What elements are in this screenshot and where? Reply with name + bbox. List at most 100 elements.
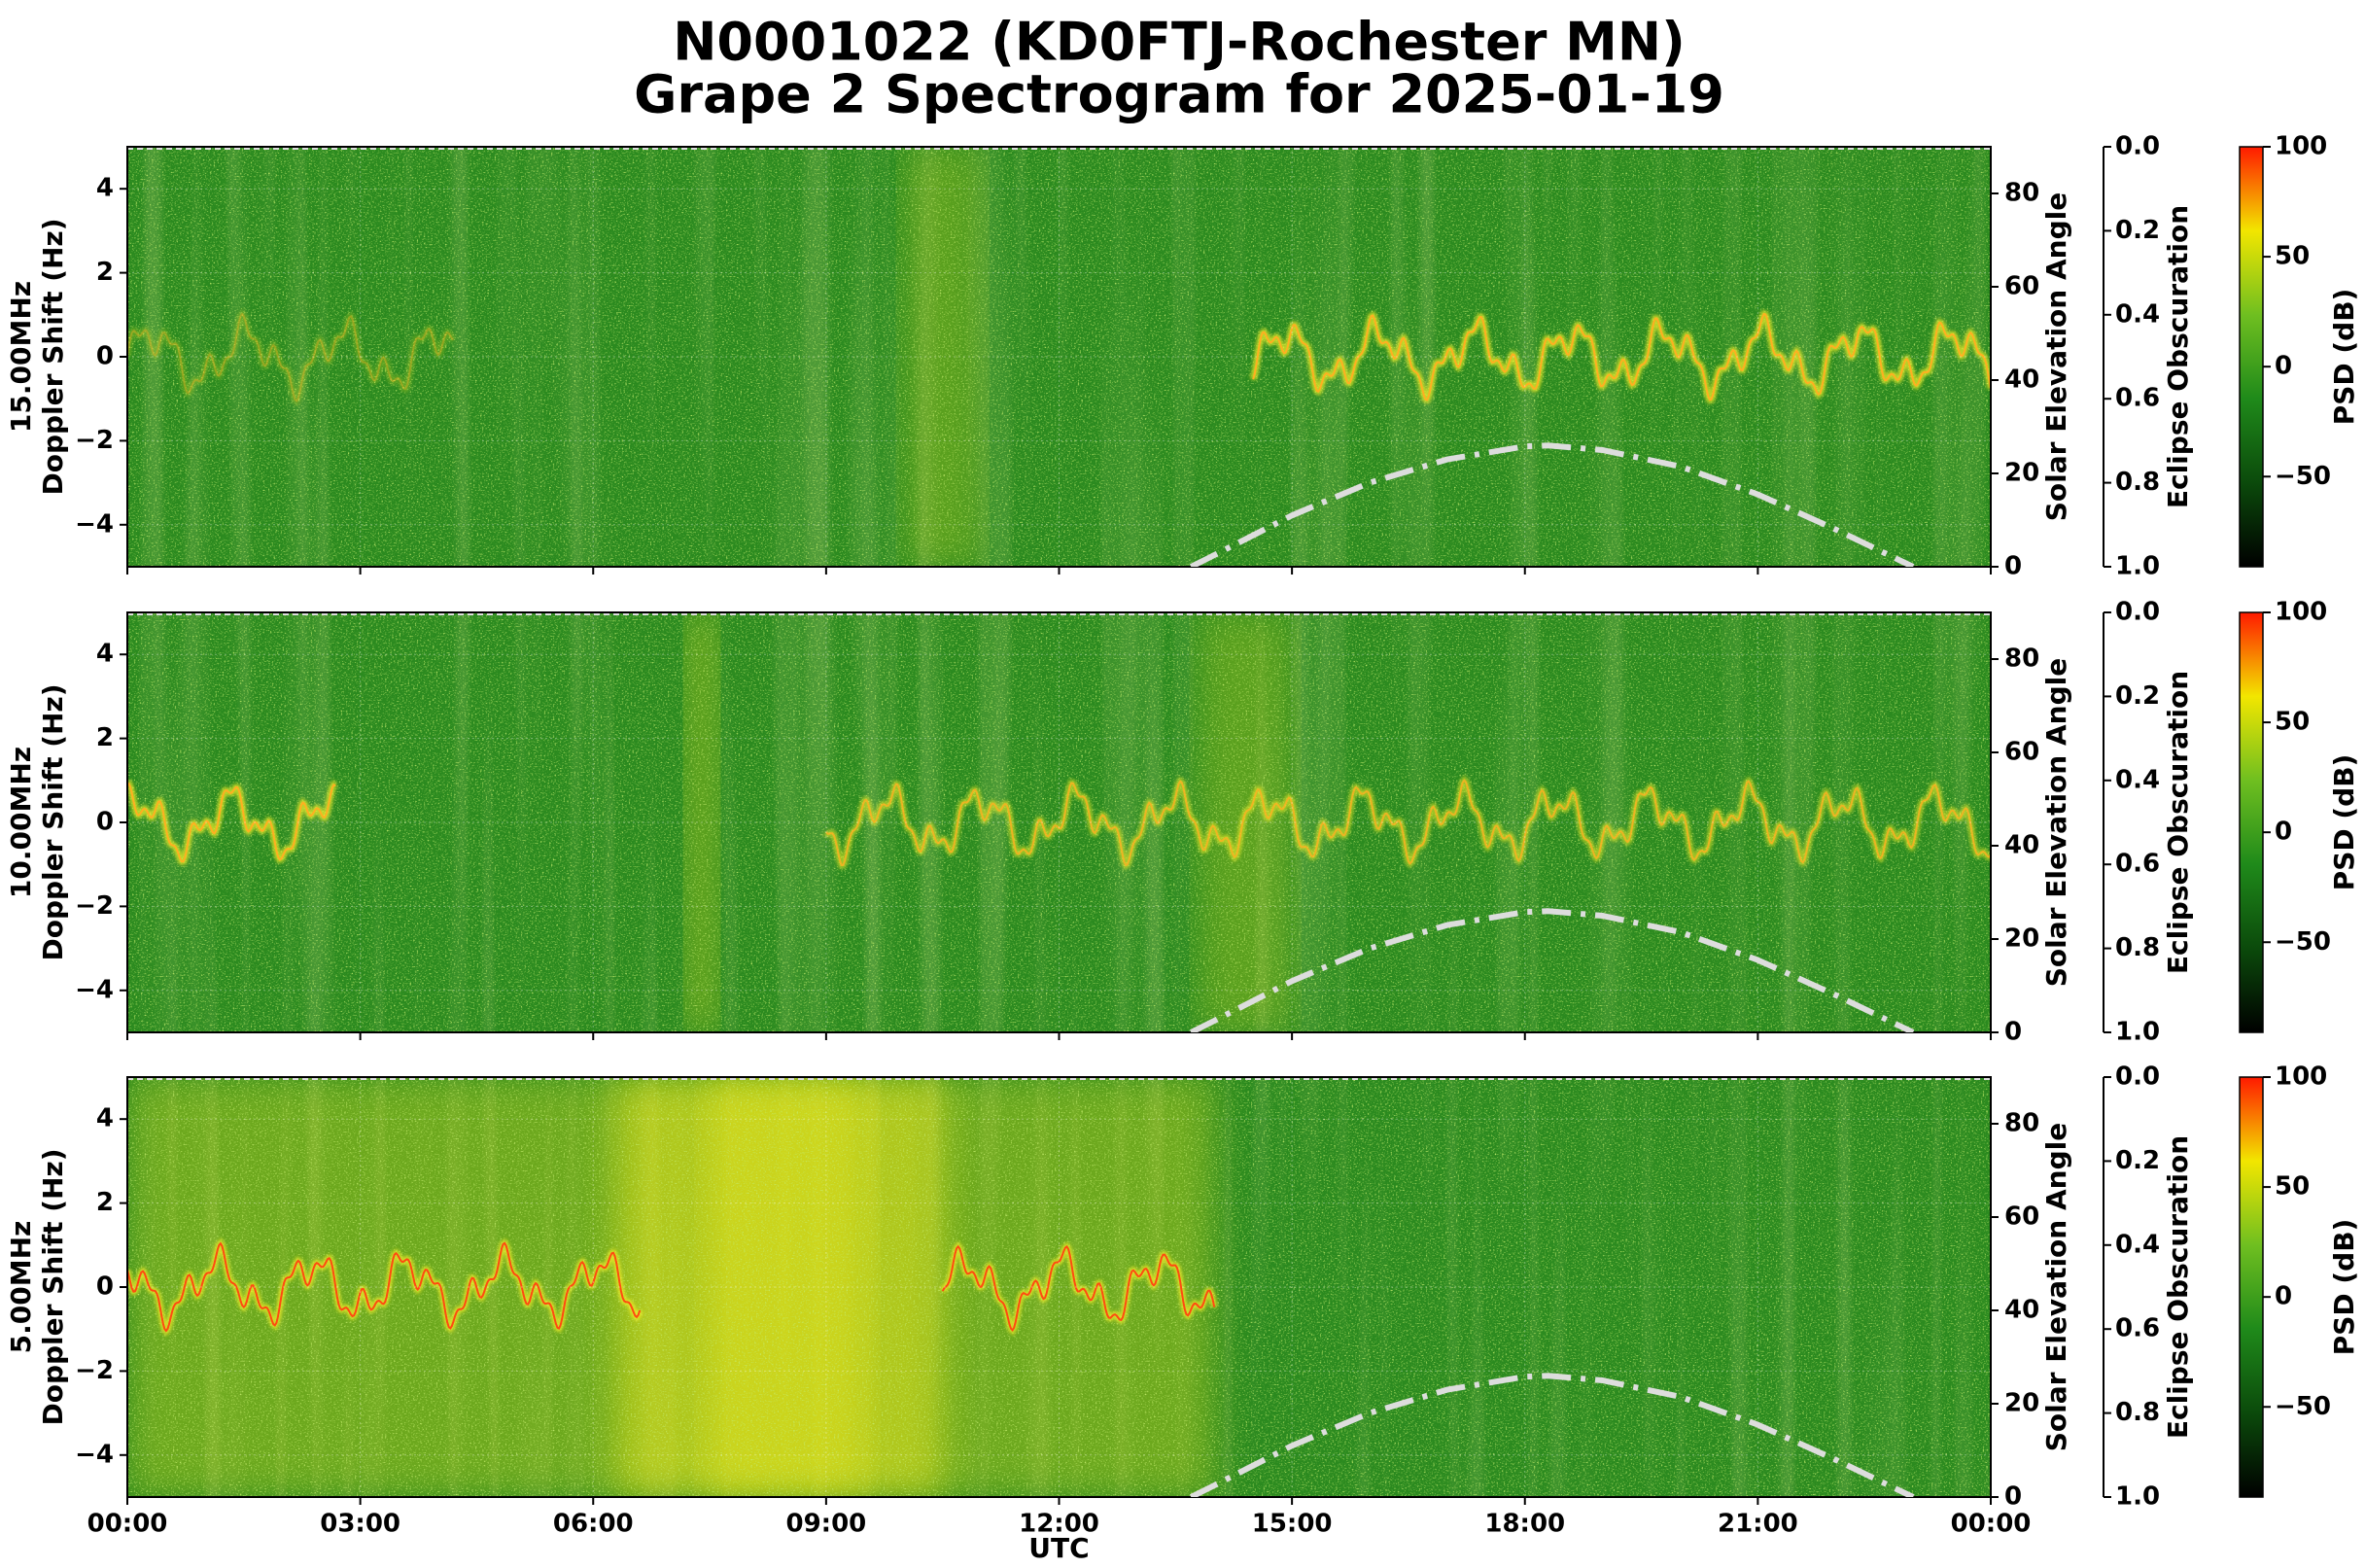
x-tick-label: 00:00 bbox=[1951, 1510, 2032, 1539]
eclipse-tick-label: 0.2 bbox=[2115, 1146, 2160, 1175]
solar-elevation-line bbox=[1189, 442, 1915, 567]
y-axis-label: Doppler Shift (Hz) bbox=[37, 1148, 69, 1425]
y-tick-label: −2 bbox=[75, 1356, 114, 1385]
eclipse-tick-label: 0.0 bbox=[2115, 1063, 2160, 1092]
spectrogram-trace-core bbox=[127, 312, 455, 402]
spectrogram-trace-core bbox=[825, 779, 1991, 867]
x-tick-label: 03:00 bbox=[320, 1510, 400, 1539]
spectrogram-trace-core bbox=[1252, 312, 1991, 401]
y-tick-label: 4 bbox=[96, 640, 114, 669]
x-axis-label: UTC bbox=[1028, 1532, 1089, 1564]
eclipse-axis-label: Eclipse Obscuration bbox=[2162, 1135, 2194, 1439]
colorbar-tick-label: −50 bbox=[2275, 462, 2331, 491]
y2-tick-label: 0 bbox=[2004, 552, 2022, 581]
x-tick-label: 18:00 bbox=[1484, 1510, 1565, 1539]
eclipse-tick-label: 0.2 bbox=[2115, 681, 2160, 711]
colorbar bbox=[2239, 1076, 2264, 1498]
title: N0001022 (KD0FTJ-Rochester MN) bbox=[673, 12, 1686, 73]
spectrogram-speckle bbox=[127, 612, 1991, 1032]
y-tick-label: −2 bbox=[75, 426, 114, 455]
colorbar bbox=[2239, 146, 2264, 568]
spectrogram-trace-core bbox=[941, 1244, 1216, 1332]
spectrogram-trace bbox=[127, 308, 456, 406]
y-tick-label: −4 bbox=[75, 975, 114, 1004]
eclipse-tick-label: 0.4 bbox=[2115, 299, 2160, 329]
colorbar-tick-label: −50 bbox=[2275, 1392, 2331, 1421]
colorbar-tick-label: 100 bbox=[2275, 132, 2327, 161]
y2-tick-label: 60 bbox=[2004, 738, 2039, 767]
y2-tick-label: 0 bbox=[2004, 1018, 2022, 1047]
y-tick-label: 4 bbox=[96, 1104, 114, 1133]
y-tick-label: −4 bbox=[75, 509, 114, 539]
y2-tick-label: 20 bbox=[2004, 459, 2039, 488]
band-label: 10.00MHz bbox=[5, 747, 37, 898]
colorbar-tick-label: 0 bbox=[2275, 818, 2292, 847]
y-tick-label: −2 bbox=[75, 891, 114, 921]
y-tick-label: 0 bbox=[96, 808, 114, 837]
eclipse-tick-label: 0.8 bbox=[2115, 1398, 2160, 1427]
spectrogram bbox=[127, 1077, 1991, 1497]
eclipse-axis-label: Eclipse Obscuration bbox=[2162, 205, 2194, 508]
y2-axis-label: Solar Elevation Angle bbox=[2040, 1123, 2072, 1451]
y-tick-label: 4 bbox=[96, 174, 114, 203]
y2-tick-label: 40 bbox=[2004, 366, 2039, 395]
colorbar-tick-label: 100 bbox=[2275, 1063, 2327, 1092]
y2-tick-label: 0 bbox=[2004, 1482, 2022, 1512]
spectrogram bbox=[127, 612, 1991, 1032]
eclipse-tick-label: 0.8 bbox=[2115, 933, 2160, 962]
eclipse-axis-label: Eclipse Obscuration bbox=[2162, 671, 2194, 974]
y-tick-label: 0 bbox=[96, 1272, 114, 1302]
y2-axis-label: Solar Elevation Angle bbox=[2040, 192, 2072, 521]
plot-frame bbox=[126, 611, 1992, 1033]
colorbar-label: PSD (dB) bbox=[2328, 289, 2360, 426]
plot-frame bbox=[126, 146, 1992, 568]
x-tick-label: 09:00 bbox=[785, 1510, 866, 1539]
x-tick-label: 12:00 bbox=[1019, 1510, 1099, 1539]
band-label: 15.00MHz bbox=[5, 281, 37, 433]
y2-tick-label: 40 bbox=[2004, 1296, 2039, 1325]
y2-tick-label: 80 bbox=[2004, 179, 2039, 208]
y2-tick-label: 20 bbox=[2004, 1389, 2039, 1418]
y-tick-label: 2 bbox=[96, 723, 114, 752]
colorbar-tick-label: 50 bbox=[2275, 242, 2310, 271]
x-tick-label: 15:00 bbox=[1252, 1510, 1333, 1539]
colorbar-tick-label: 100 bbox=[2275, 598, 2327, 627]
y-axis-label: Doppler Shift (Hz) bbox=[37, 218, 69, 495]
subtitle: Grape 2 Spectrogram for 2025-01-19 bbox=[634, 64, 1724, 125]
eclipse-tick-label: 0.0 bbox=[2115, 132, 2160, 161]
colorbar-label: PSD (dB) bbox=[2328, 754, 2360, 891]
eclipse-tick-label: 1.0 bbox=[2115, 1482, 2160, 1512]
y2-tick-label: 80 bbox=[2004, 645, 2039, 674]
eclipse-tick-label: 0.4 bbox=[2115, 765, 2160, 794]
colorbar-tick-label: 0 bbox=[2275, 1282, 2292, 1311]
plot-frame bbox=[126, 1076, 1992, 1498]
eclipse-tick-label: 0.0 bbox=[2115, 598, 2160, 627]
colorbar bbox=[2239, 611, 2264, 1033]
y2-tick-label: 20 bbox=[2004, 924, 2039, 954]
y-tick-label: 0 bbox=[96, 342, 114, 371]
colorbar-tick-label: −50 bbox=[2275, 927, 2331, 957]
spectrogram-trace-core bbox=[127, 783, 336, 863]
y-tick-label: −4 bbox=[75, 1440, 114, 1469]
eclipse-tick-label: 0.2 bbox=[2115, 216, 2160, 245]
colorbar-label: PSD (dB) bbox=[2328, 1219, 2360, 1356]
eclipse-tick-label: 0.4 bbox=[2115, 1230, 2160, 1259]
y-tick-label: 2 bbox=[96, 1188, 114, 1217]
colorbar-tick-label: 50 bbox=[2275, 1172, 2310, 1202]
eclipse-tick-label: 0.6 bbox=[2115, 850, 2160, 879]
eclipse-tick-label: 0.6 bbox=[2115, 1314, 2160, 1343]
x-tick-label: 00:00 bbox=[87, 1510, 168, 1539]
eclipse-tick-label: 1.0 bbox=[2115, 1018, 2160, 1047]
solar-elevation-line bbox=[1189, 1373, 1915, 1497]
y2-axis-label: Solar Elevation Angle bbox=[2040, 658, 2072, 987]
y2-tick-label: 60 bbox=[2004, 272, 2039, 301]
eclipse-tick-label: 0.8 bbox=[2115, 468, 2160, 497]
y2-tick-label: 40 bbox=[2004, 831, 2039, 860]
y-axis-label: Doppler Shift (Hz) bbox=[37, 683, 69, 960]
band-label: 5.00MHz bbox=[5, 1221, 37, 1354]
eclipse-tick-label: 1.0 bbox=[2115, 552, 2160, 581]
x-tick-label: 06:00 bbox=[553, 1510, 634, 1539]
colorbar-tick-label: 50 bbox=[2275, 708, 2310, 737]
eclipse-tick-label: 0.6 bbox=[2115, 384, 2160, 413]
